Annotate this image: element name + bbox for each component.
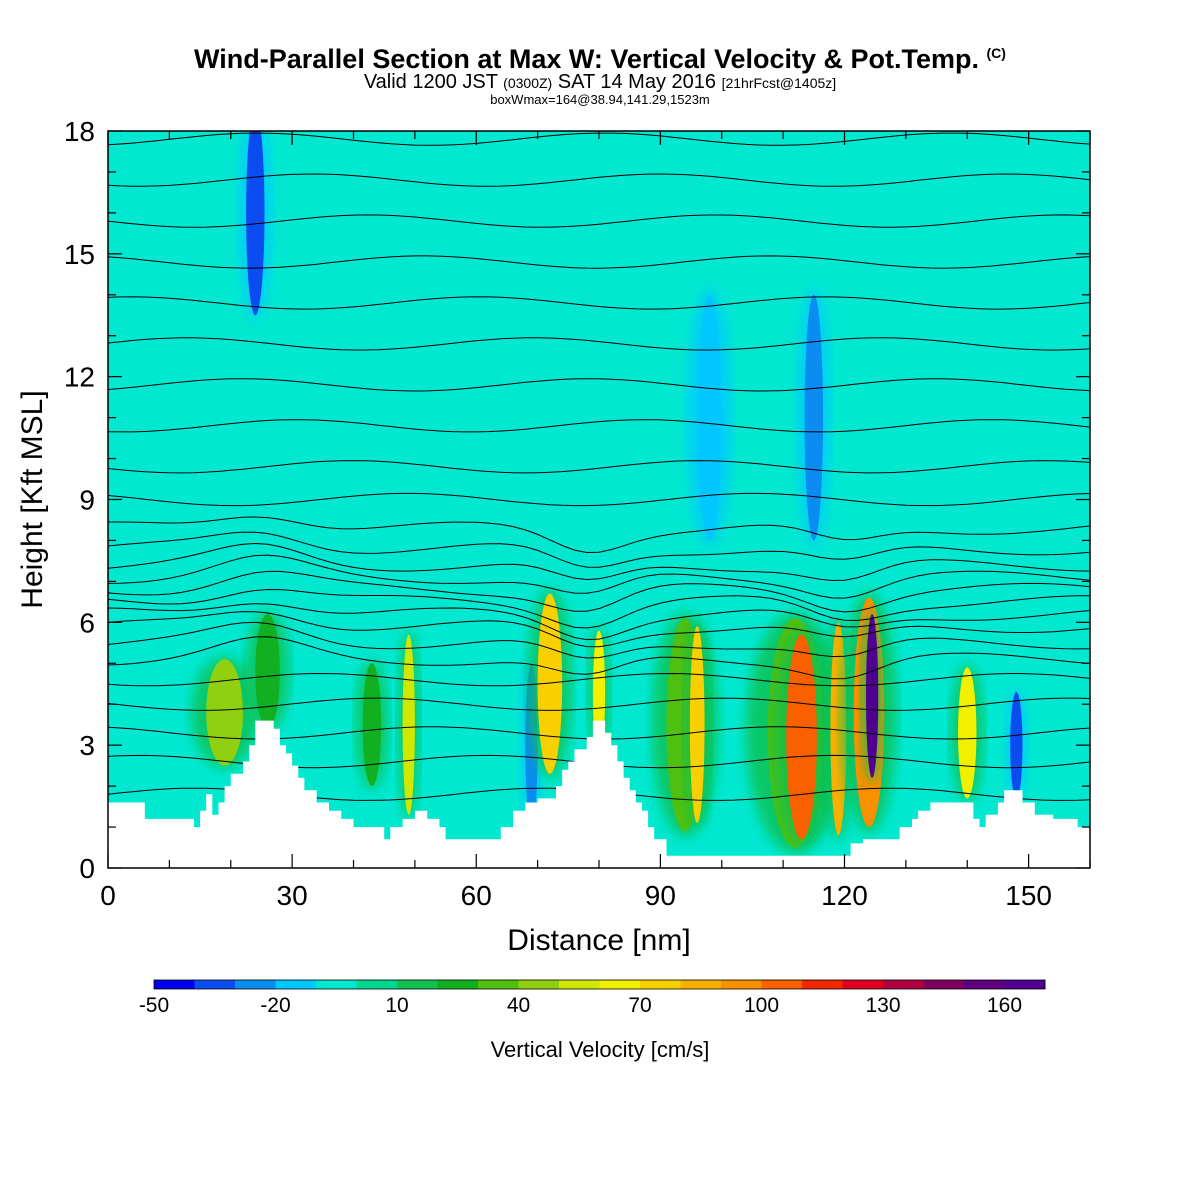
terrain: [108, 720, 1090, 868]
x-tick-label: 150: [1005, 880, 1052, 911]
w-feature: [246, 131, 265, 316]
x-tick-label: 0: [100, 880, 116, 911]
w-feature: [697, 294, 722, 541]
colorbar-swatch: [1004, 980, 1046, 989]
theta-contour: [108, 542, 1090, 582]
theta-contour: [108, 378, 1090, 392]
theta-contour: [108, 531, 1090, 568]
colorbar-swatch: [640, 980, 681, 989]
theta-contour: [108, 173, 1090, 187]
colorbar-tick-label: 40: [507, 994, 530, 1017]
theta-contour: [108, 214, 1090, 228]
w-feature: [865, 614, 879, 778]
w-feature: [786, 634, 817, 840]
x-tick-label: 120: [821, 880, 868, 911]
colorbar-swatch: [721, 980, 762, 989]
w-feature: [255, 614, 280, 729]
colorbar-swatch: [316, 980, 357, 989]
w-feature: [1010, 691, 1023, 799]
theta-contour: [108, 588, 1090, 629]
chart-subtitle-2: boxWmax=164@38.94,141.29,1523m: [490, 92, 710, 107]
colorbar-tick-label: 130: [865, 994, 900, 1017]
theta-contour: [108, 672, 1090, 687]
colorbar-swatch: [761, 980, 803, 989]
y-tick-label: 12: [64, 362, 95, 393]
theta-contour: [108, 621, 1090, 659]
theta-contour: [108, 460, 1090, 474]
theta-contour: [108, 636, 1090, 680]
theta-contour: [108, 516, 1090, 554]
y-tick-label: 15: [64, 239, 95, 270]
w-feature: [402, 634, 415, 815]
x-tick-label: 60: [461, 880, 492, 911]
colorbar-tick-label: -50: [139, 994, 169, 1017]
w-feature: [362, 663, 382, 787]
w-feature: [206, 659, 244, 766]
y-tick-label: 6: [79, 607, 95, 638]
y-tick-label: 3: [79, 730, 95, 761]
colorbar-swatch: [599, 980, 641, 989]
colorbar-swatch: [559, 980, 600, 989]
y-tick-label: 0: [79, 853, 95, 884]
colorbar-swatch: [437, 980, 479, 989]
colorbar-tick-label: 70: [628, 994, 651, 1017]
theta-contour: [108, 611, 1090, 648]
colorbar-swatch: [964, 980, 1005, 989]
chart-title: Wind-Parallel Section at Max W: Vertical…: [194, 44, 1006, 74]
theta-contour: [108, 337, 1090, 351]
colorbar-swatch: [397, 980, 438, 989]
chart-subtitle: Valid 1200 JST (0300Z) SAT 14 May 2016 […: [363, 71, 837, 93]
colorbar-swatch: [680, 980, 722, 989]
theta-contour: [108, 697, 1090, 711]
colorbar-swatch: [883, 980, 924, 989]
colorbar-frame: [153, 979, 1046, 990]
colorbar-swatch: [518, 980, 560, 989]
colorbar-swatch: [275, 980, 317, 989]
colorbar-tick-label: 160: [987, 994, 1022, 1017]
colorbar-swatch: [235, 980, 276, 989]
colorbar-tick-label: -20: [260, 994, 290, 1017]
copyright-tag: (C): [986, 45, 1006, 61]
theta-contour: [108, 570, 1090, 613]
colorbar-swatch: [154, 980, 195, 989]
theta-contour: [108, 419, 1090, 433]
colorbar-label: Vertical Velocity [cm/s]: [491, 1037, 710, 1062]
theta-contour: [108, 255, 1090, 269]
x-tick-label: 30: [277, 880, 308, 911]
y-tick-label: 18: [64, 116, 95, 147]
colorbar-swatch: [802, 980, 843, 989]
theta-contour: [108, 554, 1090, 599]
colorbar-tick-label: 10: [385, 994, 408, 1017]
colorbar-swatch: [356, 980, 398, 989]
colorbar-tick-label: 100: [744, 994, 779, 1017]
w-feature: [958, 667, 977, 799]
w-feature: [830, 622, 847, 836]
theta-contour: [108, 603, 1090, 641]
colorbar-swatch: [478, 980, 519, 989]
w-feature: [537, 593, 563, 774]
w-feature: [689, 626, 705, 823]
colorbar-swatch: [194, 980, 236, 989]
x-tick-label: 90: [645, 880, 676, 911]
colorbar-swatch: [923, 980, 965, 989]
x-axis-label: Distance [nm]: [507, 924, 690, 957]
y-axis-label: Height [Kft MSL]: [16, 390, 49, 608]
w-feature: [804, 294, 824, 541]
y-tick-label: 9: [79, 485, 95, 516]
colorbar-swatch: [842, 980, 884, 989]
theta-contour: [108, 296, 1090, 310]
theta-contour: [108, 492, 1090, 507]
